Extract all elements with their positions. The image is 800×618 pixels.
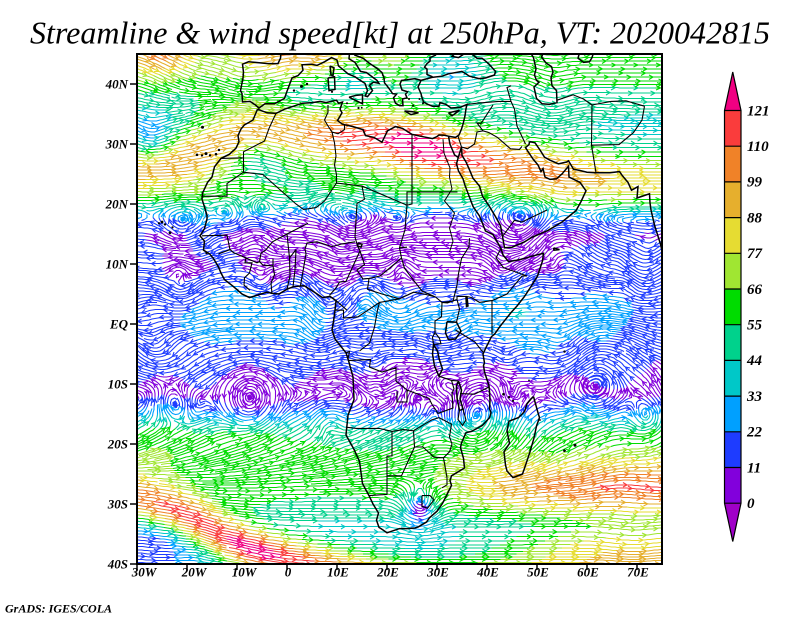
svg-text:66: 66	[747, 282, 763, 298]
svg-text:20S: 20S	[107, 437, 128, 452]
svg-text:GrADS: IGES/COLA: GrADS: IGES/COLA	[5, 602, 112, 616]
svg-text:40E: 40E	[476, 565, 499, 580]
svg-text:55: 55	[747, 318, 763, 334]
svg-text:50E: 50E	[527, 565, 549, 580]
svg-text:60E: 60E	[577, 565, 599, 580]
svg-text:99: 99	[747, 175, 763, 191]
svg-text:44: 44	[746, 353, 763, 369]
svg-text:40N: 40N	[105, 77, 129, 92]
svg-text:110: 110	[747, 139, 769, 155]
svg-text:10E: 10E	[327, 565, 349, 580]
svg-text:30S: 30S	[107, 497, 128, 512]
svg-text:20W: 20W	[181, 565, 208, 580]
svg-text:20E: 20E	[376, 565, 399, 580]
svg-text:20N: 20N	[105, 197, 129, 212]
svg-text:0: 0	[285, 565, 292, 580]
svg-text:11: 11	[747, 460, 761, 476]
svg-text:EQ: EQ	[109, 317, 129, 332]
svg-text:30N: 30N	[105, 137, 129, 152]
svg-text:22: 22	[746, 425, 763, 441]
svg-text:88: 88	[747, 210, 763, 226]
svg-text:10N: 10N	[106, 257, 129, 272]
svg-text:121: 121	[747, 103, 770, 119]
svg-text:10W: 10W	[232, 565, 258, 580]
svg-text:40S: 40S	[107, 557, 128, 572]
svg-text:33: 33	[746, 389, 763, 405]
svg-text:10S: 10S	[108, 377, 128, 392]
svg-text:77: 77	[747, 246, 763, 262]
svg-text:Streamline & wind speed[kt] at: Streamline & wind speed[kt] at 250hPa, V…	[30, 15, 770, 51]
svg-text:30W: 30W	[131, 565, 158, 580]
svg-text:30E: 30E	[426, 565, 449, 580]
svg-text:70E: 70E	[627, 565, 649, 580]
svg-text:0: 0	[747, 496, 755, 512]
